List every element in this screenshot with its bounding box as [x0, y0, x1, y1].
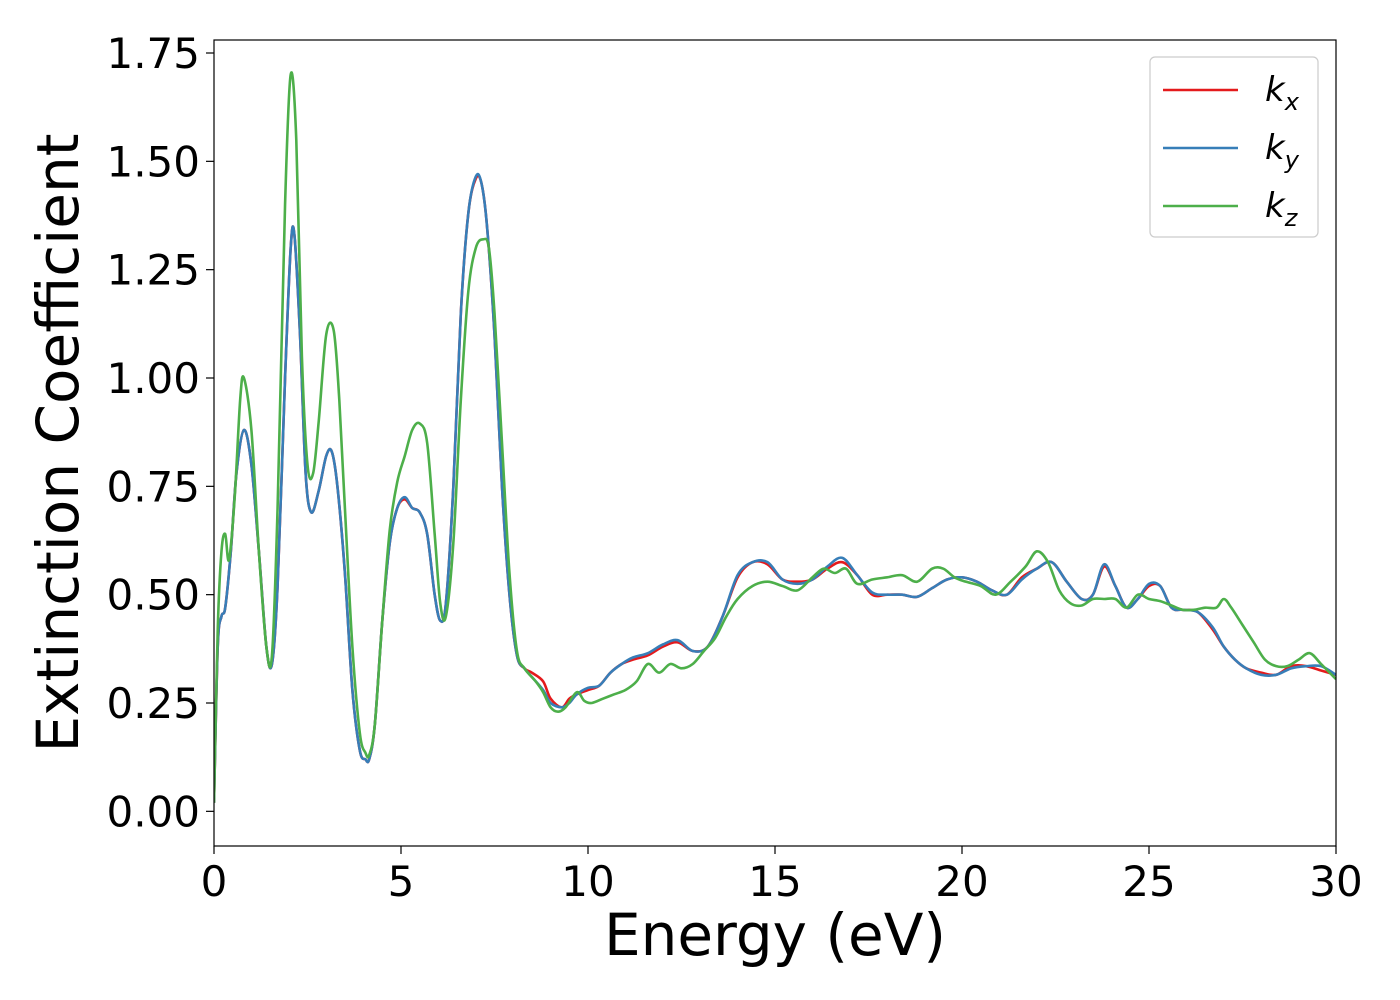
y-axis-ticks: 0.00 0.25 0.50 0.75 1.00 1.25 1.50 1.75 — [106, 29, 214, 836]
series-layer — [214, 71, 1336, 803]
x-axis-label: Energy (eV) — [604, 901, 946, 969]
x-axis-ticks: 0 5 10 15 20 25 30 — [201, 846, 1363, 906]
y-tick-label: 0.00 — [106, 787, 200, 836]
y-tick-label: 0.75 — [106, 462, 200, 511]
legend-label-y: ky — [1265, 128, 1300, 174]
series-line-z — [214, 71, 1336, 803]
legend: kx ky kz — [1149, 56, 1319, 238]
y-tick-label: 1.00 — [106, 354, 200, 403]
plot-area — [214, 40, 1336, 846]
x-tick-label: 10 — [561, 857, 614, 906]
x-tick-label: 5 — [388, 857, 415, 906]
y-tick-label: 1.75 — [106, 29, 200, 78]
y-tick-label: 0.50 — [106, 571, 200, 620]
x-tick-label: 0 — [201, 857, 228, 906]
y-tick-label: 1.25 — [106, 246, 200, 295]
series-line-y — [214, 172, 1336, 803]
legend-entries: kx ky kz — [1163, 70, 1300, 232]
legend-label-x: kx — [1265, 70, 1300, 116]
x-tick-label: 30 — [1309, 857, 1362, 906]
y-tick-label: 1.50 — [106, 137, 200, 186]
x-tick-label: 15 — [748, 857, 801, 906]
legend-label-z: kz — [1265, 186, 1299, 232]
x-tick-label: 25 — [1122, 857, 1175, 906]
y-axis-label: Extinction Coefficient — [24, 134, 92, 753]
x-tick-label: 20 — [935, 857, 988, 906]
y-tick-label: 0.25 — [106, 679, 200, 728]
